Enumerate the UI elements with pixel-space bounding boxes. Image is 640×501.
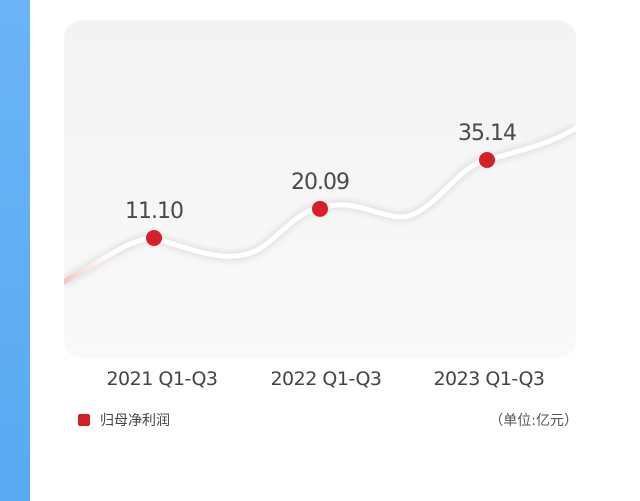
chart-panel: 11.10 20.09 35.14 <box>64 20 576 358</box>
x-tick-label-2021: 2021 Q1-Q3 <box>106 368 218 390</box>
data-point-3 <box>479 152 495 168</box>
legend-swatch <box>78 414 90 426</box>
x-tick-label-2023: 2023 Q1-Q3 <box>433 368 545 390</box>
data-point-2 <box>312 200 328 217</box>
data-label-1: 11.10 <box>125 199 183 224</box>
data-label-2: 20.09 <box>291 170 349 195</box>
series-line-tail <box>64 243 129 285</box>
data-label-3: 35.14 <box>458 121 516 146</box>
x-tick-label-2022: 2022 Q1-Q3 <box>270 368 382 390</box>
left-accent-bar <box>0 0 30 501</box>
legend-label: 归母净利润 <box>100 413 170 429</box>
data-point-1 <box>146 230 162 246</box>
unit-note: （单位:亿元） <box>489 413 578 429</box>
line-chart: 11.10 20.09 35.14 <box>64 121 576 287</box>
legend: 归母净利润 <box>78 410 170 430</box>
